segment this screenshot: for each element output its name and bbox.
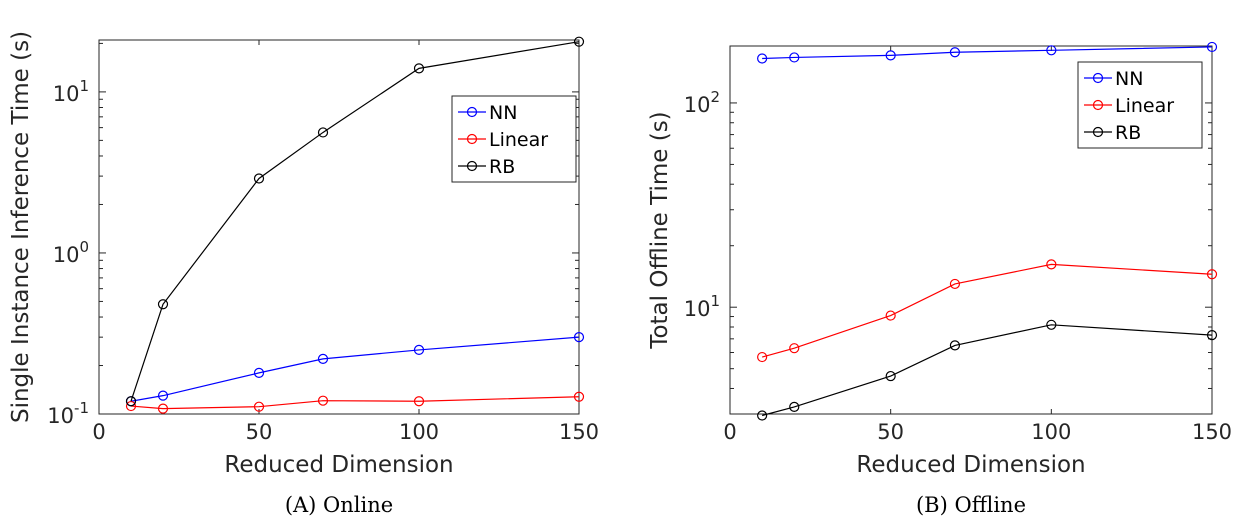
chart-offline: 0 50 100 150 101 102 Reduced Dimension Total Of… bbox=[647, 41, 1232, 517]
data-point bbox=[125, 396, 137, 407]
data-point bbox=[157, 403, 169, 414]
x-tick-label: 100 bbox=[1031, 420, 1071, 444]
figure-caption: (B) Offline bbox=[916, 493, 1026, 517]
data-point bbox=[413, 63, 425, 74]
data-point bbox=[757, 351, 768, 363]
legend: NN Linear RB bbox=[1077, 61, 1203, 149]
data-point bbox=[317, 395, 329, 406]
data-point bbox=[885, 370, 896, 382]
legend-marker bbox=[1092, 126, 1104, 138]
data-point bbox=[789, 52, 800, 63]
data-point bbox=[949, 47, 961, 58]
legend-marker bbox=[466, 106, 478, 118]
x-tick-label: 100 bbox=[399, 420, 439, 444]
y-tick-label: 100 bbox=[53, 238, 89, 267]
legend-label: NN bbox=[1115, 68, 1143, 90]
data-point bbox=[573, 332, 585, 343]
chart-online: 0 50 100 150 10-1 100 101 Reduced Dimension Sing… bbox=[8, 31, 599, 517]
data-point bbox=[253, 367, 265, 378]
data-point bbox=[789, 401, 800, 412]
data-point bbox=[1046, 319, 1057, 330]
data-point bbox=[573, 36, 585, 47]
series-line-rb bbox=[761, 324, 1213, 417]
x-axis-label: Reduced Dimension bbox=[856, 452, 1085, 478]
data-point bbox=[949, 340, 961, 351]
y-tick-label: 101 bbox=[684, 292, 720, 321]
series-line-nn bbox=[130, 336, 580, 402]
data-point bbox=[1206, 41, 1218, 53]
x-tick-label: 50 bbox=[877, 420, 904, 444]
data-point bbox=[157, 299, 169, 310]
data-point bbox=[253, 173, 265, 184]
legend-marker bbox=[1092, 72, 1104, 84]
data-point bbox=[125, 400, 137, 412]
data-point bbox=[157, 390, 169, 401]
legend-marker bbox=[1092, 99, 1104, 111]
legend: NN Linear RB bbox=[451, 95, 577, 183]
data-point bbox=[885, 50, 896, 61]
y-tick-label: 102 bbox=[684, 88, 720, 117]
y-axis-label: Single Instance Inference Time (s) bbox=[8, 31, 34, 423]
legend-marker bbox=[466, 160, 478, 172]
legend-label: Linear bbox=[1115, 95, 1174, 117]
series-line-rb bbox=[130, 41, 580, 402]
data-point bbox=[1206, 330, 1218, 341]
legend-marker bbox=[466, 133, 478, 145]
x-tick-label: 150 bbox=[559, 420, 599, 444]
data-point bbox=[1206, 269, 1218, 280]
legend-label: RB bbox=[1115, 122, 1141, 144]
data-point bbox=[573, 391, 585, 402]
y-tick-label: 101 bbox=[53, 77, 89, 106]
series-line-nn bbox=[762, 46, 1213, 60]
x-tick-label: 50 bbox=[246, 420, 273, 444]
data-point bbox=[885, 310, 896, 321]
x-tick-label: 0 bbox=[723, 420, 736, 444]
legend-label: RB bbox=[489, 156, 515, 178]
legend-label: NN bbox=[489, 102, 517, 124]
data-point bbox=[317, 127, 329, 138]
x-tick-label: 150 bbox=[1192, 420, 1232, 444]
data-point bbox=[413, 344, 425, 356]
data-point bbox=[253, 401, 265, 412]
x-axis-label: Reduced Dimension bbox=[224, 452, 453, 478]
y-axis-label: Total Offline Time (s) bbox=[647, 111, 673, 349]
legend-label: Linear bbox=[489, 129, 548, 151]
x-tick-label: 0 bbox=[92, 420, 105, 444]
data-point bbox=[317, 353, 329, 364]
series-line-linear bbox=[761, 263, 1213, 358]
data-point bbox=[789, 343, 800, 354]
data-point bbox=[1046, 259, 1057, 270]
series-line-linear bbox=[130, 396, 580, 410]
data-point bbox=[413, 396, 425, 407]
y-tick-label: 10-1 bbox=[47, 399, 89, 428]
data-point bbox=[1046, 45, 1057, 56]
figure-caption: (A) Online bbox=[285, 493, 393, 517]
data-point bbox=[757, 53, 768, 64]
data-point bbox=[949, 278, 961, 290]
data-point bbox=[757, 410, 768, 421]
